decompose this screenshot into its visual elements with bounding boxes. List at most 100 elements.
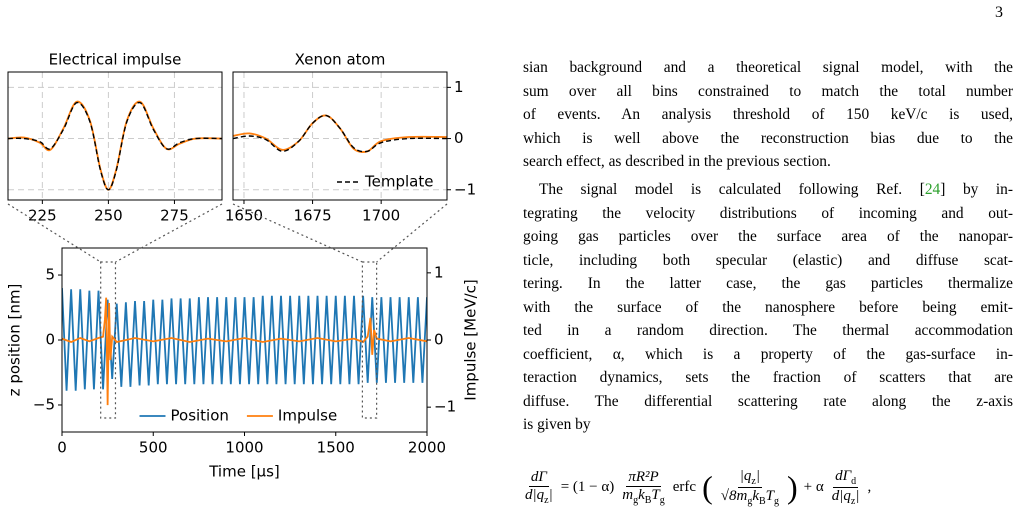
x-tick-label: 225 <box>28 207 57 225</box>
series-line <box>62 287 427 391</box>
text-line: teraction dynamics, sets the fraction of… <box>523 369 1013 386</box>
numerator: πR²P <box>626 469 661 487</box>
chart-title: Xenon atom <box>295 51 386 69</box>
subscript: z <box>544 495 549 506</box>
zoom-connector <box>115 203 223 263</box>
x-axis-label: Time [μs] <box>208 463 280 481</box>
page-number: 3 <box>995 4 1003 21</box>
math-text: dΓ <box>530 469 547 485</box>
y-tick-label: 0 <box>45 331 55 349</box>
math-text: T <box>765 488 774 504</box>
series-line <box>62 297 427 406</box>
y-tick-label: −1 <box>454 180 476 198</box>
paren: ) <box>787 469 798 505</box>
zoom-connector <box>376 203 448 263</box>
y-tick-label: 0 <box>454 129 464 147</box>
text-line: tegrating the velocity distributions of … <box>523 204 1013 222</box>
citation: 24 <box>924 181 941 198</box>
x-tick-label: 1500 <box>317 439 355 457</box>
series-line <box>8 102 222 191</box>
math-text: k <box>752 488 759 504</box>
text-line: ted in a random direction. The thermal a… <box>523 322 1013 339</box>
math-text: πR²P <box>628 469 659 485</box>
y2-tick-label: −1 <box>434 398 456 416</box>
y2-axis-label: Impulse [MeV/c] <box>462 279 480 400</box>
math-text: | <box>855 488 860 504</box>
subscript: g <box>659 495 665 506</box>
frame <box>232 71 448 201</box>
subscript: g <box>774 496 779 507</box>
math-text: | <box>548 487 553 503</box>
fraction: dΓ d|qz| <box>523 469 555 506</box>
text-line: with the surface of the nanosphere befor… <box>523 298 1013 316</box>
y-tick-label: 5 <box>45 266 55 284</box>
y-tick-label: −5 <box>33 395 55 413</box>
subscript: g <box>633 495 639 506</box>
equation: dΓ d|qz| = (1 − α) πR²P mgkBTg erfc(|qz| √8mgk… <box>523 468 1013 507</box>
numerator: |qz| <box>737 468 762 488</box>
paragraph: The signal model is calculated following… <box>523 178 1013 437</box>
numerator: dΓd <box>833 468 859 488</box>
text-line: diffuse. The differential scattering rat… <box>523 392 1013 410</box>
math-text: | <box>755 468 760 484</box>
denominator: d|qz| <box>830 488 862 507</box>
frame <box>7 71 223 201</box>
math-text: , <box>867 479 872 495</box>
series-group <box>62 287 427 406</box>
math-text: dΓ <box>835 468 852 484</box>
x-tick-label: 2000 <box>408 439 446 457</box>
subscript: B <box>644 495 652 506</box>
x-tick-label: 1700 <box>362 207 400 225</box>
legend-label: Position <box>171 407 229 425</box>
series-group <box>8 100 222 191</box>
math-text: = (1 − α) <box>560 479 615 495</box>
x-tick-label: 0 <box>57 439 67 457</box>
denominator: mgkBTg <box>620 487 667 506</box>
chart-title: Electrical impulse <box>49 51 182 69</box>
text-line: sian background and a theoretical signal… <box>523 59 1013 76</box>
text-line: The signal model is calculated following… <box>523 178 1013 202</box>
plot: 225 250 275 Electrical impulse <box>7 51 223 225</box>
math-text: √8m <box>720 488 748 504</box>
paragraph: sian background and a theoretical signal… <box>523 56 1013 174</box>
x-tick-label: 1675 <box>293 207 331 225</box>
text-line: of events. An analysis threshold of 150 … <box>523 106 1013 123</box>
y-tick-label: 1 <box>454 78 464 96</box>
math-text: d|q <box>831 488 851 504</box>
fraction: πR²P mgkBTg <box>620 469 667 506</box>
math-text: T <box>651 487 660 503</box>
y2-tick-label: 1 <box>434 263 444 281</box>
x-tick-label: 500 <box>139 439 168 457</box>
text-line: coefficient, α, which is a property of t… <box>523 345 1013 363</box>
figure: 225 250 275 Electrical impulse 1650 1675 1700 −… <box>6 51 480 481</box>
legend-label: Impulse <box>278 407 337 425</box>
fraction: |qz| √8mgkBTg <box>719 468 781 507</box>
text-line: is given by <box>523 416 591 433</box>
subscript: g <box>747 496 753 507</box>
math-text: + α <box>803 479 824 495</box>
zoom-connector <box>232 203 363 263</box>
series-line <box>233 114 447 154</box>
math-text: |q <box>739 468 752 484</box>
text: The signal model is calculated following… <box>539 181 925 198</box>
x-tick-label: 1000 <box>225 439 263 457</box>
math-text: k <box>638 487 645 503</box>
subscript: d <box>851 476 857 487</box>
math-text: m <box>622 487 634 503</box>
math-text: d|q <box>525 487 545 503</box>
legend-label: Template <box>364 173 433 191</box>
text-line: ticle, including both specular (elastic)… <box>523 251 1013 269</box>
text-line: which is well above the reconstruction b… <box>523 129 1013 147</box>
y-axis-label: z position [nm] <box>6 284 24 397</box>
x-tick-label: 275 <box>160 207 189 225</box>
subscript: B <box>758 496 766 507</box>
text-line: going gas particles over the surface are… <box>523 228 1013 245</box>
math-text: erfc <box>672 479 697 495</box>
subscript: z <box>751 476 756 487</box>
paren: ( <box>702 469 713 505</box>
text-line: tering. In the latter case, the gas part… <box>523 275 1013 292</box>
denominator: d|qz| <box>523 487 555 506</box>
text-line: sum over all bins constrained to match t… <box>523 82 1013 100</box>
text: ] by in- <box>940 181 1014 198</box>
